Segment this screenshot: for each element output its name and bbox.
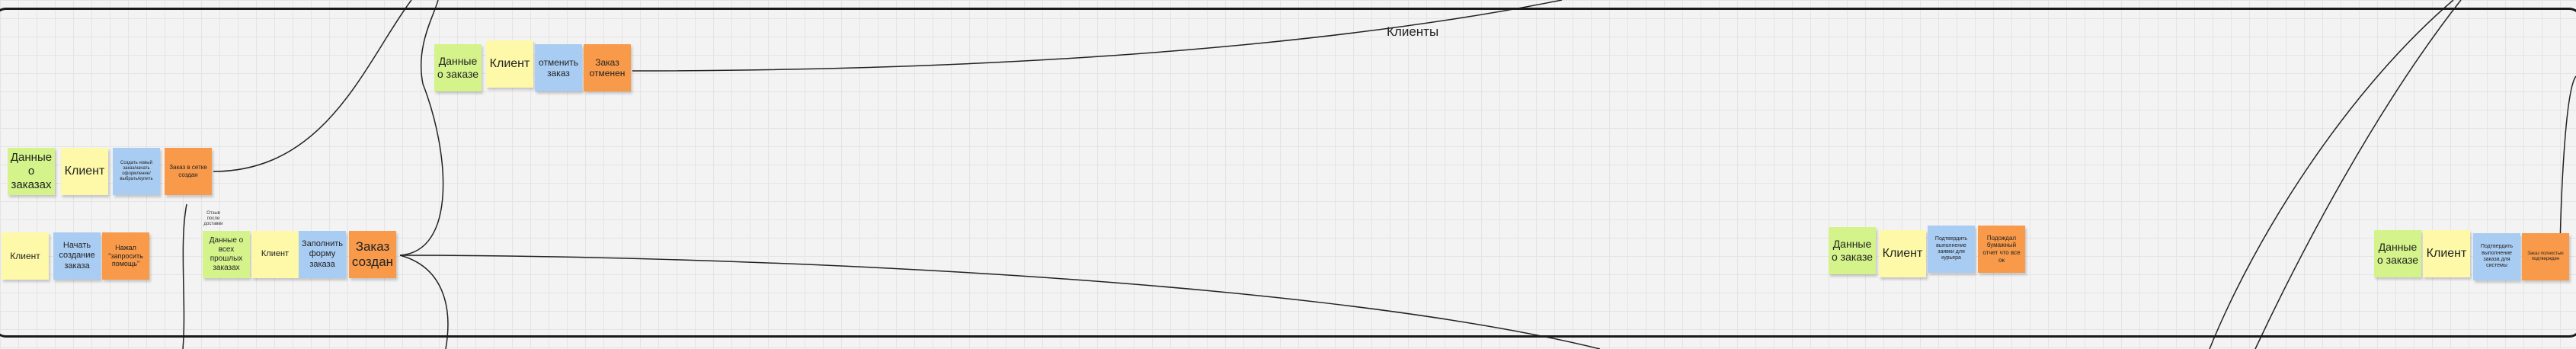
- sticky-note-event[interactable]: Нажал "запросить помощь": [102, 232, 149, 280]
- sticky-note-action[interactable]: Подтвердить выполнение заявки для курьер…: [1928, 226, 1975, 273]
- sticky-note-action[interactable]: Начать создание заказа: [53, 232, 101, 280]
- sticky-note-data[interactable]: Данные о заказе: [434, 44, 482, 91]
- sticky-note-data[interactable]: Данные о заказах: [8, 148, 55, 195]
- sticky-note-data[interactable]: Данные о заказе: [2374, 230, 2421, 277]
- sticky-note-event[interactable]: Заказ отменен: [584, 44, 631, 91]
- sticky-note-client[interactable]: Клиент: [2423, 230, 2470, 277]
- small-label: Отзыв после доставки: [203, 211, 223, 226]
- sticky-note-data[interactable]: Данные о всех прошлых заказах: [203, 231, 250, 278]
- sticky-note-client[interactable]: Клиент: [2, 232, 49, 280]
- sticky-note-client[interactable]: Клиент: [251, 231, 299, 278]
- frame-title: Клиенты: [1387, 24, 1439, 39]
- sticky-note-event[interactable]: Заказ полностью подтвержден: [2522, 233, 2569, 280]
- sticky-note-event[interactable]: Заказ создан: [349, 231, 396, 278]
- frame-clients: [0, 8, 2576, 338]
- sticky-note-action[interactable]: Создать новый заказ/начать оформление/вы…: [113, 148, 160, 195]
- sticky-note-client[interactable]: Клиент: [1879, 230, 1926, 277]
- connector-line: [632, 0, 1563, 72]
- sticky-note-client[interactable]: Клиент: [486, 40, 533, 88]
- sticky-note-event[interactable]: Подождал бумажный отчет что все ок: [1978, 226, 2025, 273]
- connector-line: [2209, 0, 2454, 349]
- connector-line: [213, 0, 412, 172]
- connector-line: [182, 203, 187, 349]
- sticky-note-event[interactable]: Заказ в сетке создан: [165, 148, 212, 195]
- connector-line: [2254, 0, 2462, 349]
- sticky-note-action[interactable]: Заполнить форму заказа: [299, 231, 346, 278]
- connector-line: [399, 255, 1601, 349]
- sticky-note-action[interactable]: Подтвердить выполнение заказа для систем…: [2473, 233, 2520, 280]
- sticky-note-action[interactable]: отменить заказ: [535, 44, 582, 91]
- sticky-note-client[interactable]: Клиент: [61, 148, 108, 195]
- sticky-note-data[interactable]: Данные о заказе: [1829, 227, 1876, 274]
- connector-line: [399, 0, 444, 256]
- connector-line: [399, 255, 449, 349]
